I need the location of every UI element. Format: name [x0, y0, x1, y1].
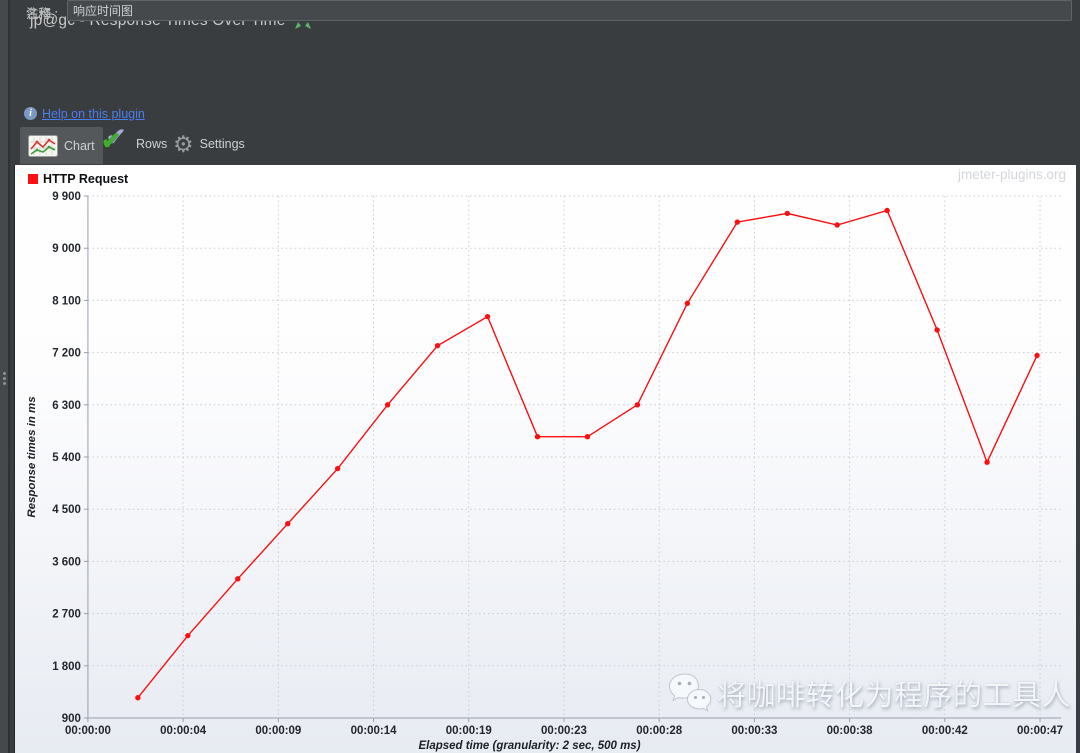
y-axis-title: Response times in ms	[26, 396, 38, 517]
comment-label: 注释 :	[26, 7, 58, 21]
response-times-chart: 900 1 800 2 700 3 600 4 500 5 400 6 300 7 200 8 …	[15, 165, 1076, 753]
checkmark-icon: ✔ ✔	[101, 124, 127, 155]
panel-splitter[interactable]	[0, 0, 10, 753]
series-line	[137, 209, 1038, 699]
svg-text:00:00:19: 00:00:19	[446, 725, 492, 737]
svg-text:8 100: 8 100	[52, 295, 81, 307]
chart-panel: HTTP Request jmeter-plugins.org 900 1 800…	[14, 165, 1076, 753]
help-link[interactable]: Help on this plugin	[42, 106, 145, 121]
svg-text:4 500: 4 500	[52, 504, 81, 516]
gear-icon: ⚙	[173, 131, 194, 157]
splitter-drag-handle[interactable]	[2, 370, 7, 390]
tick-labels: 900 1 800 2 700 3 600 4 500 5 400 6 300 7 200 8 …	[52, 191, 1063, 737]
svg-text:00:00:47: 00:00:47	[1017, 725, 1063, 737]
chart-icon	[28, 134, 58, 157]
comment-input[interactable]	[67, 0, 1072, 21]
svg-text:00:00:23: 00:00:23	[541, 725, 587, 737]
chart-legend: HTTP Request	[28, 172, 128, 186]
svg-text:3 600: 3 600	[52, 556, 81, 568]
svg-text:00:00:14: 00:00:14	[351, 725, 398, 737]
help-row: i Help on this plugin	[24, 105, 145, 121]
tab-bar: Chart ✔ ✔ Rows ⚙ Settings	[10, 124, 1080, 165]
svg-text:7 200: 7 200	[52, 348, 81, 360]
tab-rows[interactable]: ✔ ✔ Rows	[92, 124, 175, 161]
svg-text:00:00:38: 00:00:38	[827, 725, 874, 737]
info-icon: i	[24, 107, 37, 121]
svg-text:2 700: 2 700	[52, 609, 81, 621]
jmeter-plugins-watermark: jmeter-plugins.org	[957, 167, 1066, 182]
x-axis-title: Elapsed time (granularity: 2 sec, 500 ms…	[419, 740, 641, 752]
svg-text:00:00:42: 00:00:42	[922, 725, 968, 737]
svg-text:1 800: 1 800	[52, 661, 81, 673]
legend-swatch	[28, 174, 38, 184]
tab-rows-label: Rows	[136, 137, 168, 151]
tab-chart-label: Chart	[64, 138, 95, 153]
plugin-main-area: jp@gc - Response Times Over Time 名称 : 注释…	[10, 0, 1080, 753]
legend-label: HTTP Request	[43, 172, 129, 186]
axis-lines	[83, 195, 1062, 722]
svg-text:6 300: 6 300	[52, 400, 81, 412]
tab-chart[interactable]: Chart	[20, 127, 103, 164]
grid-lines	[87, 195, 1062, 718]
svg-text:900: 900	[62, 713, 81, 725]
tab-settings[interactable]: ⚙ Settings	[165, 127, 253, 161]
svg-text:00:00:04: 00:00:04	[160, 725, 207, 737]
series-points	[135, 207, 1040, 701]
svg-text:00:00:00: 00:00:00	[65, 725, 111, 737]
svg-text:00:00:28: 00:00:28	[636, 725, 683, 737]
svg-text:9 900: 9 900	[52, 191, 81, 203]
svg-text:00:00:09: 00:00:09	[255, 725, 301, 737]
svg-text:9 000: 9 000	[52, 243, 81, 255]
name-label: 名称 :	[26, 7, 58, 21]
tab-settings-label: Settings	[199, 137, 245, 151]
svg-text:00:00:33: 00:00:33	[731, 725, 777, 737]
svg-text:5 400: 5 400	[52, 452, 81, 464]
